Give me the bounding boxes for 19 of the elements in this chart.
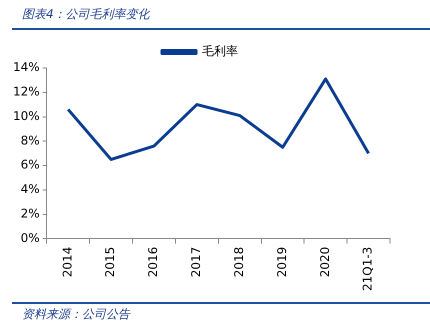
y-tick-label: 14% <box>13 60 40 74</box>
chart-title: 图表4：公司毛利率变化 <box>22 6 150 23</box>
x-tick-label: 2018 <box>232 246 246 278</box>
y-tick-label: 4% <box>20 182 40 196</box>
x-tick-label: 2017 <box>189 246 204 278</box>
legend-label: 毛利率 <box>202 44 238 58</box>
x-tick-label: 21Q1-3 <box>360 246 375 292</box>
x-tick-label: 2019 <box>274 246 289 278</box>
y-tick-label: 12% <box>13 84 40 99</box>
x-tick-label: 2020 <box>318 246 332 278</box>
text: 资料来源：公司公告 <box>22 306 130 323</box>
x-tick-label: 2015 <box>103 246 118 278</box>
x-tick-label: 2016 <box>146 246 160 278</box>
y-tick-label: 6% <box>20 158 40 172</box>
x-tick-label: 2014 <box>60 246 74 278</box>
y-tick-label: 10% <box>13 108 40 123</box>
y-tick-label: 0% <box>20 230 40 245</box>
y-tick-label: 2% <box>20 206 40 220</box>
y-tick-label: 8% <box>20 133 40 148</box>
